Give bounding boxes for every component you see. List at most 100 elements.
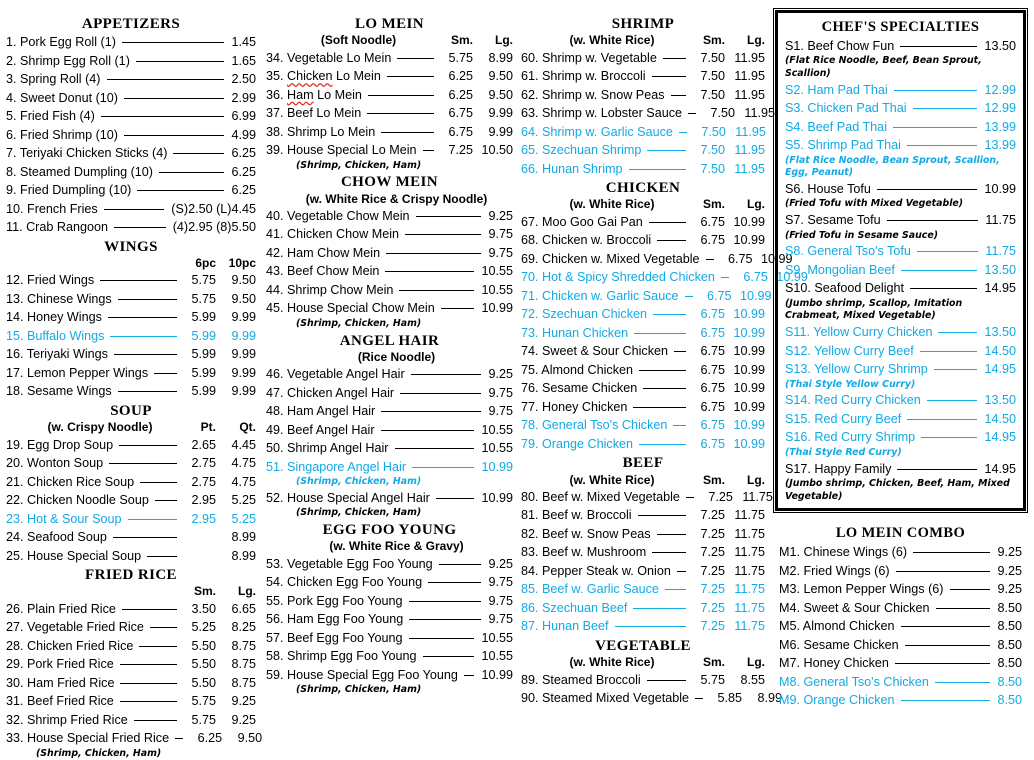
price: 13.99: [984, 119, 1016, 134]
price-large: 11.95: [735, 124, 766, 139]
item-name: 22. Chicken Noodle Soup: [6, 493, 149, 508]
menu-item: 61. Shrimp w. Broccoli 7.50 11.95: [521, 67, 765, 86]
section-subheading-row: (Soft Noodle) Sm. Lg.: [266, 33, 513, 47]
price: 9.75: [488, 404, 513, 419]
item-name: 45. House Special Chow Mein: [266, 301, 435, 316]
price-leader: [410, 366, 482, 379]
price-col-header-small: 6pc: [195, 256, 216, 270]
menu-item: 19. Egg Drop Soup 2.65 4.45: [6, 436, 256, 455]
price-small: 5.99: [191, 365, 216, 380]
price-leader: [664, 581, 687, 594]
price-leader: [897, 460, 978, 473]
item-name: 14. Honey Wings: [6, 310, 102, 325]
price-leader: [438, 555, 482, 568]
item-name: 43. Beef Chow Mein: [266, 264, 380, 279]
price: 1.45: [231, 35, 256, 50]
price: 10.55: [481, 441, 513, 456]
price-leader: [685, 488, 694, 501]
price-leader: [876, 180, 978, 193]
price: 8.50: [997, 619, 1022, 634]
price-small: 2.95: [191, 493, 216, 508]
menu-item: S13. Yellow Curry Shrimp 14.95: [785, 360, 1016, 379]
menu-item: 78. General Tso's Chicken 6.75 10.99: [521, 416, 765, 435]
price-small: 7.50: [700, 161, 725, 176]
item-name: 7. Teriyaki Chicken Sticks (4): [6, 146, 168, 161]
price-small: 7.50: [700, 50, 725, 65]
menu-item: 51. Singapore Angel Hair 10.99: [266, 458, 513, 477]
price-leader: [435, 489, 475, 502]
section-note: (w. White Rice): [569, 655, 655, 670]
price-small: 5.99: [191, 347, 216, 362]
price-leader: [933, 361, 978, 374]
price-large: 8.55: [740, 672, 765, 687]
item-description: (Shrimp, Chicken, Ham): [296, 684, 422, 696]
price: 2.99: [231, 90, 256, 105]
section-heading: ANGEL HAIR: [339, 332, 440, 349]
section-heading: SOUP: [110, 402, 152, 419]
price-leader: [175, 730, 184, 743]
item-name: S4. Beef Pad Thai: [785, 119, 887, 134]
menu-item: M5. Almond Chicken 8.50: [779, 617, 1022, 636]
menu-item: 10. French Fries (S)2.50 (L)4.45: [6, 200, 256, 219]
item-name: S1. Beef Chow Fun: [785, 38, 895, 53]
menu-item: M2. Fried Wings (6) 9.25: [779, 562, 1022, 581]
price-leader: [106, 71, 225, 84]
item-name: 83. Beef w. Mushroom: [521, 545, 647, 560]
price: 10.99: [481, 490, 513, 505]
price-leader: [159, 163, 225, 176]
price-large: 8.75: [231, 675, 256, 690]
price-leader: [637, 507, 687, 520]
price-small: 7.25: [700, 582, 725, 597]
price-large: 10.99: [733, 436, 765, 451]
menu-item: 35. Chicken Lo Mein 6.25 9.50: [266, 67, 513, 86]
section-heading: LO MEIN: [354, 16, 425, 32]
price-leader: [127, 510, 178, 523]
item-name: M1. Chinese Wings (6): [779, 545, 908, 560]
item-name: S9. Mongolian Beef: [785, 262, 895, 277]
price-small: 5.75: [191, 712, 216, 727]
price-col-header-large: Qt.: [239, 420, 256, 435]
item-name: 51. Singapore Angel Hair: [266, 459, 407, 474]
item-name: 72. Szechuan Chicken: [521, 307, 648, 322]
section-subheading-row: Sm. Lg.: [6, 584, 256, 598]
price-leader: [633, 599, 686, 612]
price-leader: [119, 693, 178, 706]
price-leader: [123, 126, 225, 139]
price-small: 6.75: [448, 124, 473, 139]
item-name: 12. Fried Wings: [6, 273, 95, 288]
price-large: 10.99: [733, 381, 765, 396]
price-large: 11.75: [734, 526, 765, 541]
price-leader: [652, 544, 686, 557]
price-leader: [900, 618, 991, 631]
price-small: 7.50: [710, 106, 736, 121]
item-name: 54. Chicken Egg Foo Young: [266, 575, 423, 590]
menu-item: 57. Beef Egg Foo Young 10.55: [266, 629, 513, 648]
price: 13.50: [984, 393, 1016, 408]
item-name: 67. Moo Goo Gai Pan: [521, 214, 643, 229]
item-name: 57. Beef Egg Foo Young: [266, 630, 403, 645]
menu-item: S7. Sesame Tofu 11.75: [785, 211, 1016, 230]
price: 9.75: [488, 245, 513, 260]
item-name: 79. Orange Chicken: [521, 436, 634, 451]
menu-item: 55. Pork Egg Foo Young 9.75: [266, 592, 513, 611]
section-note: (w. White Rice): [569, 197, 655, 212]
price-leader: [386, 244, 482, 257]
menu-item: M9. Orange Chicken 8.50: [779, 691, 1022, 710]
price-large: 10.99: [733, 307, 765, 322]
item-name: 64. Shrimp w. Garlic Sauce: [521, 124, 673, 139]
price-leader: [639, 435, 686, 448]
price-leader: [121, 34, 225, 47]
menu-item: 71. Chicken w. Garlic Sauce 6.75 10.99: [521, 287, 772, 306]
price-large: 8.75: [231, 657, 256, 672]
price-leader: [381, 123, 434, 136]
price: 6.25: [231, 164, 256, 179]
price-small: 6.75: [448, 106, 473, 121]
item-name: 36. Ham Lo Mein: [266, 87, 362, 102]
menu-item: 60. Shrimp w. Vegetable 7.50 11.95: [521, 49, 765, 68]
price-large: 8.99: [231, 530, 256, 545]
price: 9.75: [488, 227, 513, 242]
item-name: 84. Pepper Steak w. Onion: [521, 563, 671, 578]
item-name: 85. Beef w. Garlic Sauce: [521, 582, 659, 597]
price-small: 6.75: [700, 418, 725, 433]
menu-item: 59. House Special Egg Foo Young 10.99: [266, 666, 513, 685]
